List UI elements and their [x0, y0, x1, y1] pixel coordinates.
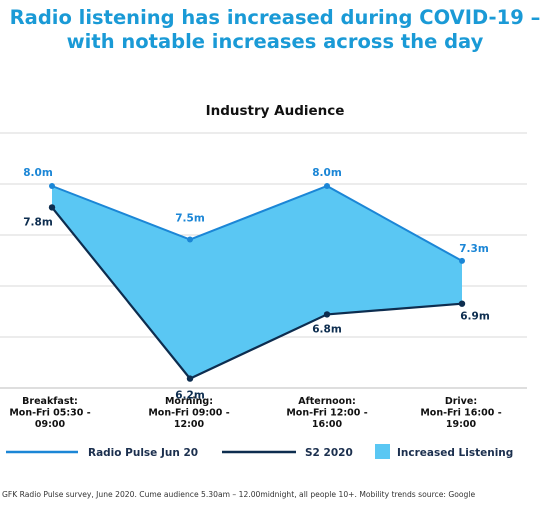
radio-pulse-data-label: 7.5m: [175, 213, 205, 225]
s2-2020-line: [51, 206, 463, 380]
chart-title: Industry Audience: [205, 103, 345, 119]
page-title: Radio listening has increased during COV…: [0, 6, 550, 54]
category-label: 09:00: [35, 419, 66, 430]
s2-2020-point: [48, 204, 56, 211]
category-labels-layer: Breakfast:Mon-Fri 05:30 -09:00Morning:Mo…: [9, 396, 501, 430]
category-label: Breakfast:: [22, 396, 78, 407]
legend-increased-label: Increased Listening: [397, 447, 513, 459]
category-label: 19:00: [446, 419, 477, 430]
category-label: Mon-Fri 09:00 -: [148, 408, 229, 419]
increased-listening-area: [52, 186, 462, 379]
legend: Radio Pulse Jun 20 S2 2020 Increased Liste…: [6, 444, 513, 459]
increased-area-layer: [52, 186, 462, 379]
category-label: 12:00: [174, 419, 205, 430]
s2-2020-data-label: 6.9m: [460, 311, 490, 323]
s2-2020-data-label: 6.8m: [312, 323, 342, 335]
page-title-line-2: with notable increases across the day: [66, 30, 484, 53]
category-label: Morning:: [165, 396, 213, 407]
s2-2020-point: [323, 311, 331, 318]
s2-2020-data-label: 6.2m: [175, 390, 205, 402]
footnote: GFK Radio Pulse survey, June 2020. Cume …: [2, 490, 476, 499]
category-label: Drive:: [445, 396, 477, 407]
radio-pulse-point: [324, 183, 330, 189]
radio-pulse-data-label: 8.0m: [312, 167, 342, 179]
radio-pulse-point: [187, 236, 193, 243]
legend-s2-2020-label: S2 2020: [305, 447, 353, 459]
data-points-layer: [48, 183, 466, 382]
category-label: Mon-Fri 12:00 -: [286, 408, 367, 419]
radio-pulse-line: [51, 184, 463, 262]
s2-2020-point: [458, 300, 466, 307]
page-title-line-1: Radio listening has increased during COV…: [9, 6, 541, 29]
category-label: Afternoon:: [298, 396, 356, 407]
category-label: Mon-Fri 05:30 -: [9, 408, 90, 419]
category-label: Mon-Fri 16:00 -: [420, 408, 501, 419]
radio-pulse-data-label: 7.3m: [459, 243, 489, 255]
radio-pulse-point: [459, 257, 465, 264]
radio-pulse-data-label: 8.0m: [23, 167, 53, 179]
category-label: 16:00: [312, 419, 343, 430]
radio-pulse-point: [49, 183, 55, 189]
s2-2020-point: [186, 375, 194, 382]
data-labels-layer: 8.0m 7.5m 8.0m 7.3m 7.8m 6.2m 6.8m 6.9m: [23, 167, 490, 402]
series-lines-layer: [51, 184, 463, 380]
s2-2020-data-label: 7.8m: [23, 216, 53, 228]
legend-radio-pulse-label: Radio Pulse Jun 20: [88, 447, 198, 459]
legend-increased-swatch: [375, 444, 390, 459]
